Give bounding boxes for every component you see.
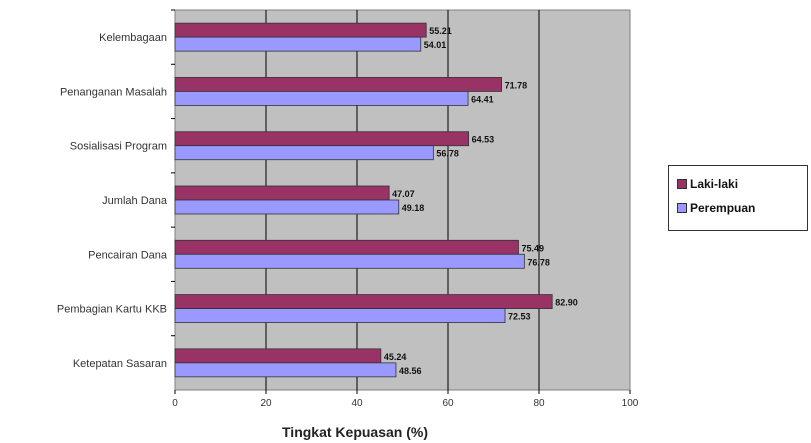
- bar-laki-laki: [174, 22, 427, 38]
- data-label: 56.78: [436, 149, 459, 159]
- bar-laki-laki: [174, 294, 553, 309]
- data-label: 64.41: [471, 94, 494, 104]
- legend-swatch-laki-laki: [677, 179, 687, 189]
- bar-perempuan: [174, 91, 469, 106]
- data-label: 54.01: [424, 40, 447, 50]
- category-label: Penanganan Masalah: [60, 86, 167, 98]
- bar-laki-laki: [174, 77, 502, 92]
- legend-label-perempuan: Perempuan: [690, 201, 756, 215]
- bar-laki-laki: [174, 131, 470, 147]
- bar-perempuan: [174, 308, 506, 323]
- category-label: Ketepatan Sasaran: [73, 358, 167, 370]
- data-label: 64.53: [472, 135, 495, 145]
- data-label: 48.56: [399, 366, 422, 376]
- data-label: 71.78: [505, 80, 528, 90]
- legend-item-laki-laki: Laki-laki: [677, 172, 807, 196]
- bar-perempuan: [174, 253, 525, 269]
- x-tick-label: 0: [172, 398, 178, 409]
- x-tick-label: 20: [260, 398, 272, 409]
- legend-swatch-perempuan: [677, 203, 687, 213]
- category-label: Pencairan Dana: [88, 249, 168, 261]
- x-tick-label: 40: [351, 398, 363, 409]
- x-axis-label: Tingkat Kepuasan (%): [282, 424, 428, 440]
- data-label: 55.21: [429, 26, 452, 36]
- data-label: 49.18: [402, 203, 425, 213]
- bar-perempuan: [174, 36, 422, 52]
- data-label: 75.49: [521, 243, 544, 253]
- bar-perempuan: [174, 145, 434, 161]
- category-label: Kelembagaan: [99, 32, 167, 44]
- x-tick-label: 100: [622, 398, 639, 409]
- legend-item-perempuan: Perempuan: [677, 196, 807, 220]
- bar-perempuan: [174, 199, 400, 215]
- category-label: Pembagian Kartu KKB: [57, 304, 167, 316]
- legend: Laki-laki Perempuan: [668, 165, 808, 231]
- x-tick-label: 80: [533, 398, 545, 409]
- category-label: Jumlah Dana: [102, 195, 168, 207]
- data-label: 47.07: [392, 189, 415, 199]
- bar-perempuan: [174, 362, 397, 378]
- legend-label-laki-laki: Laki-laki: [690, 177, 739, 191]
- bar-laki-laki: [174, 239, 519, 255]
- bar-laki-laki: [174, 185, 390, 201]
- data-label: 82.90: [555, 298, 578, 308]
- data-label: 76.78: [527, 257, 550, 267]
- data-label: 45.24: [384, 352, 407, 362]
- data-label: 72.53: [508, 312, 531, 322]
- category-label: Sosialisasi Program: [70, 141, 167, 153]
- bar-laki-laki: [174, 348, 382, 364]
- x-tick-label: 60: [442, 398, 454, 409]
